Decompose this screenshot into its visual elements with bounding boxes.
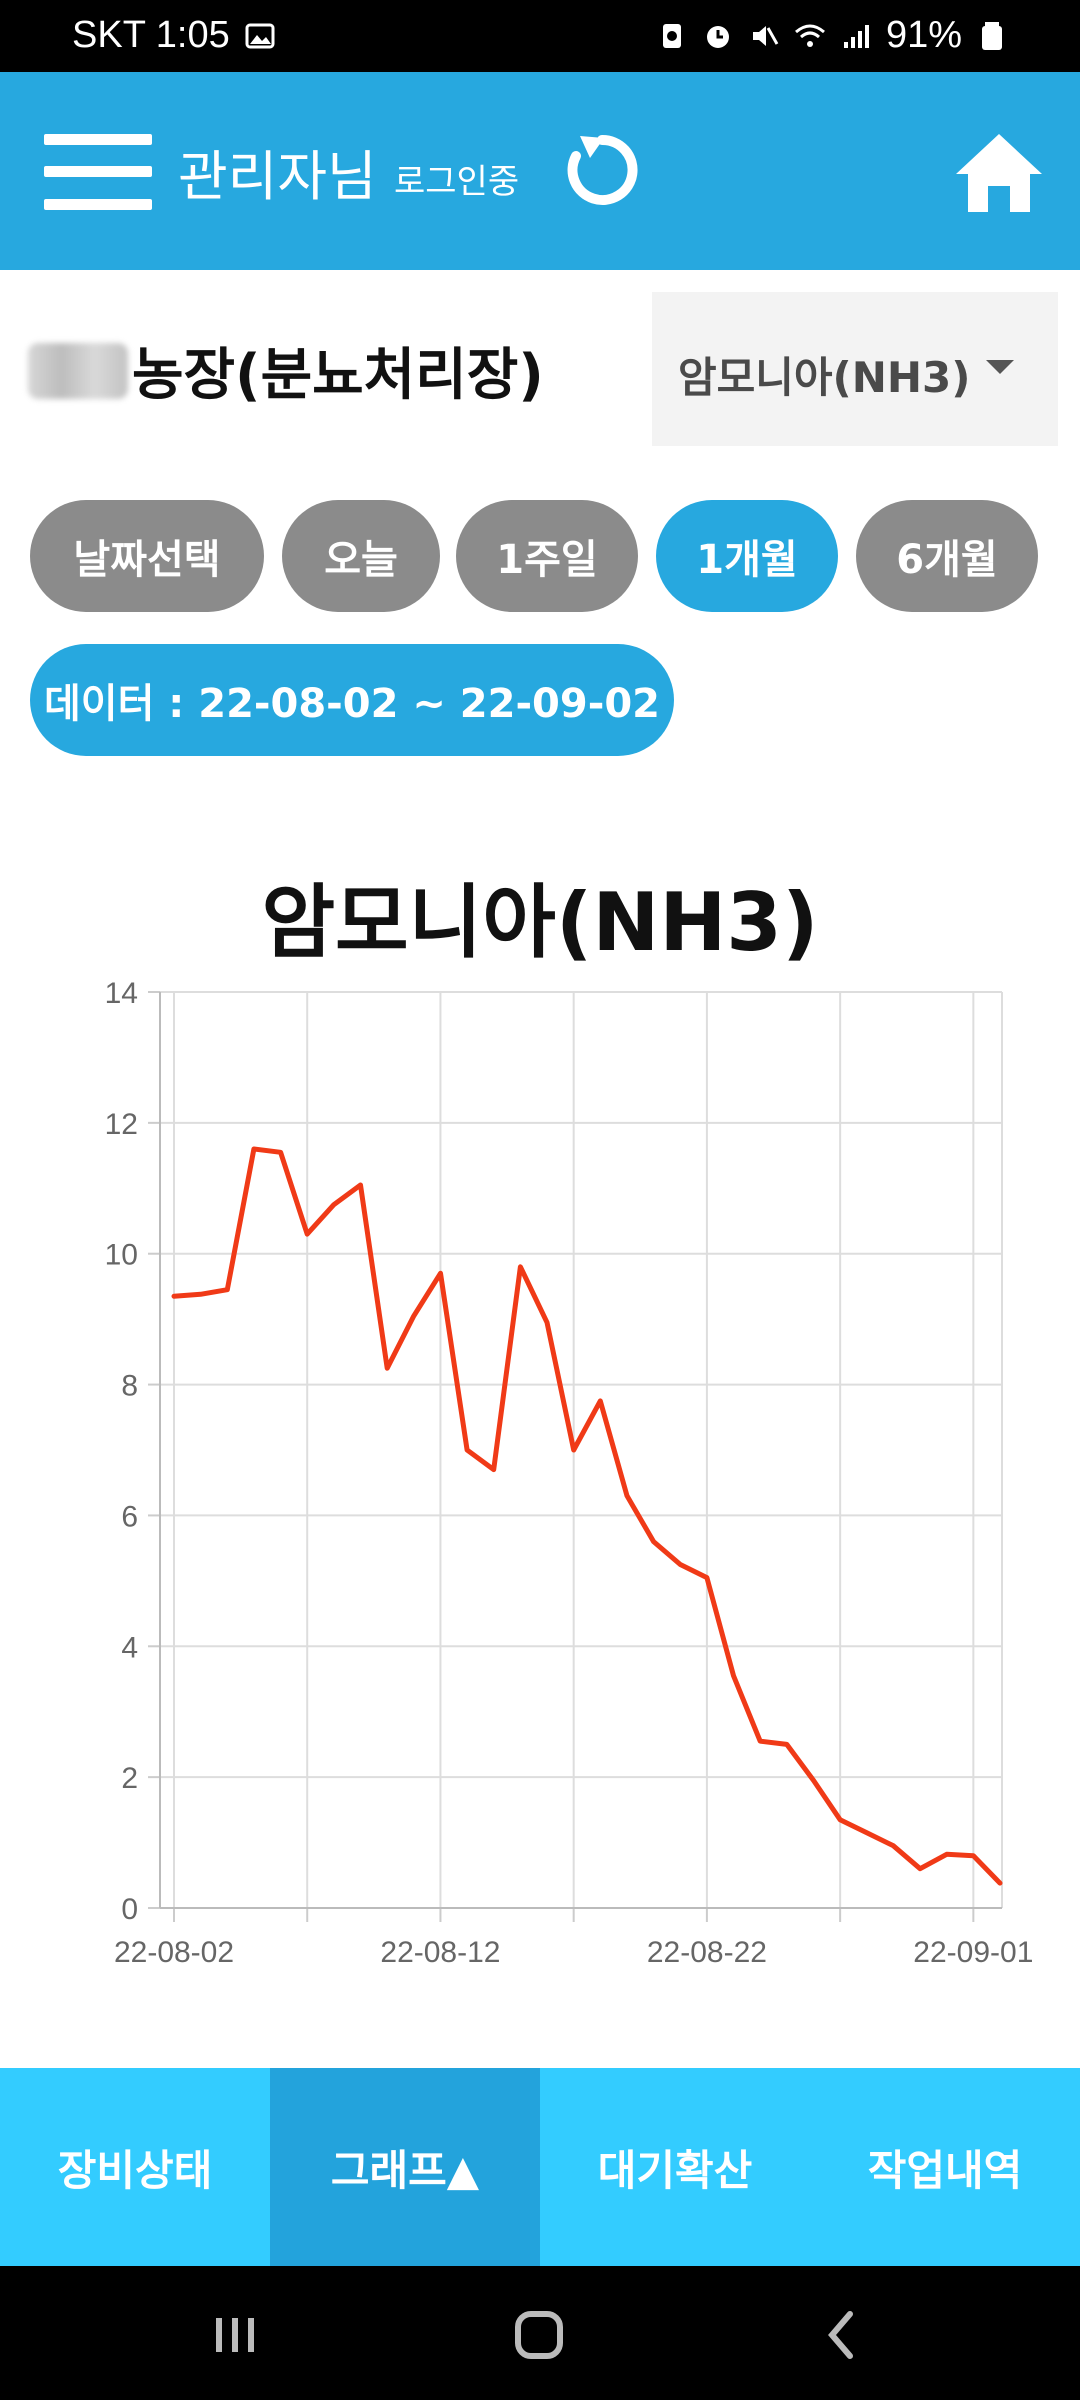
x-tick-label: 22-09-01	[913, 1936, 1033, 1969]
home-system-icon[interactable]	[494, 2290, 584, 2380]
status-bar: SKT 1:05 91%	[0, 0, 1080, 72]
y-tick-label: 12	[105, 1108, 138, 1141]
nav-work-history[interactable]: 작업내역	[867, 2145, 1023, 2195]
farm-name: 농장(분뇨처리장)	[132, 343, 544, 408]
user-name: 관리자님	[178, 145, 377, 208]
nav-graph[interactable]: 그래프▲	[270, 2068, 540, 2266]
six-months-button[interactable]: 6개월	[856, 500, 1038, 612]
refresh-icon[interactable]	[560, 128, 644, 212]
gas-type-select[interactable]: 암모니아(NH3)	[652, 292, 1058, 446]
alarm-icon	[706, 25, 729, 48]
home-icon[interactable]	[952, 126, 1046, 220]
menu-icon[interactable]	[44, 134, 152, 210]
data-range-label: 데이터 : 22-08-02 ~ 22-09-02	[30, 644, 674, 756]
recycle-icon	[662, 23, 681, 48]
carrier-time: SKT 1:05	[72, 14, 230, 56]
month-button[interactable]: 1개월	[656, 500, 838, 612]
x-tick-label: 22-08-22	[647, 1936, 767, 1969]
y-tick-label: 14	[105, 977, 138, 1010]
battery-icon	[982, 21, 1002, 50]
y-tick-label: 10	[105, 1239, 138, 1272]
battery-level: 91%	[885, 14, 962, 56]
date-select-button[interactable]: 날짜선택	[30, 500, 264, 612]
y-tick-label: 6	[121, 1500, 138, 1533]
bottom-nav: 장비상태 그래프▲ 대기확산 작업내역	[0, 2068, 1080, 2266]
signal-icon	[843, 24, 869, 48]
login-status: 로그인중	[394, 162, 520, 202]
today-button[interactable]: 오늘	[282, 500, 440, 612]
x-tick-label: 22-08-12	[380, 1936, 500, 1969]
nav-equipment-status[interactable]: 장비상태	[57, 2145, 213, 2195]
week-button[interactable]: 1주일	[456, 500, 638, 612]
farm-title: 농장(분뇨처리장)	[28, 330, 544, 411]
y-tick-label: 0	[121, 1893, 138, 1926]
gas-type-value: 암모니아(NH3)	[678, 353, 971, 402]
back-icon[interactable]	[798, 2290, 888, 2380]
mute-icon	[752, 25, 779, 46]
y-tick-label: 8	[121, 1370, 138, 1403]
app-header: 관리자님 로그인중	[0, 72, 1080, 270]
redacted-farm-prefix	[28, 342, 128, 399]
x-tick-label: 22-08-02	[114, 1936, 234, 1969]
recent-apps-icon[interactable]	[190, 2290, 280, 2380]
wifi-icon	[794, 24, 825, 47]
y-tick-label: 4	[121, 1631, 138, 1664]
line-chart: 0 2 4 6 8 10 12 14 22-08-02 22-08-12 22-08-22 22-09…	[105, 977, 1034, 1969]
system-nav-bar	[0, 2266, 1080, 2400]
chevron-down-icon	[986, 360, 1014, 374]
nav-air-dispersion[interactable]: 대기확산	[597, 2145, 753, 2195]
gallery-icon	[245, 23, 275, 48]
nh3-series-line	[171, 1146, 1003, 1886]
chart-title: 암모니아(NH3)	[261, 876, 819, 969]
y-tick-label: 2	[121, 1762, 138, 1795]
